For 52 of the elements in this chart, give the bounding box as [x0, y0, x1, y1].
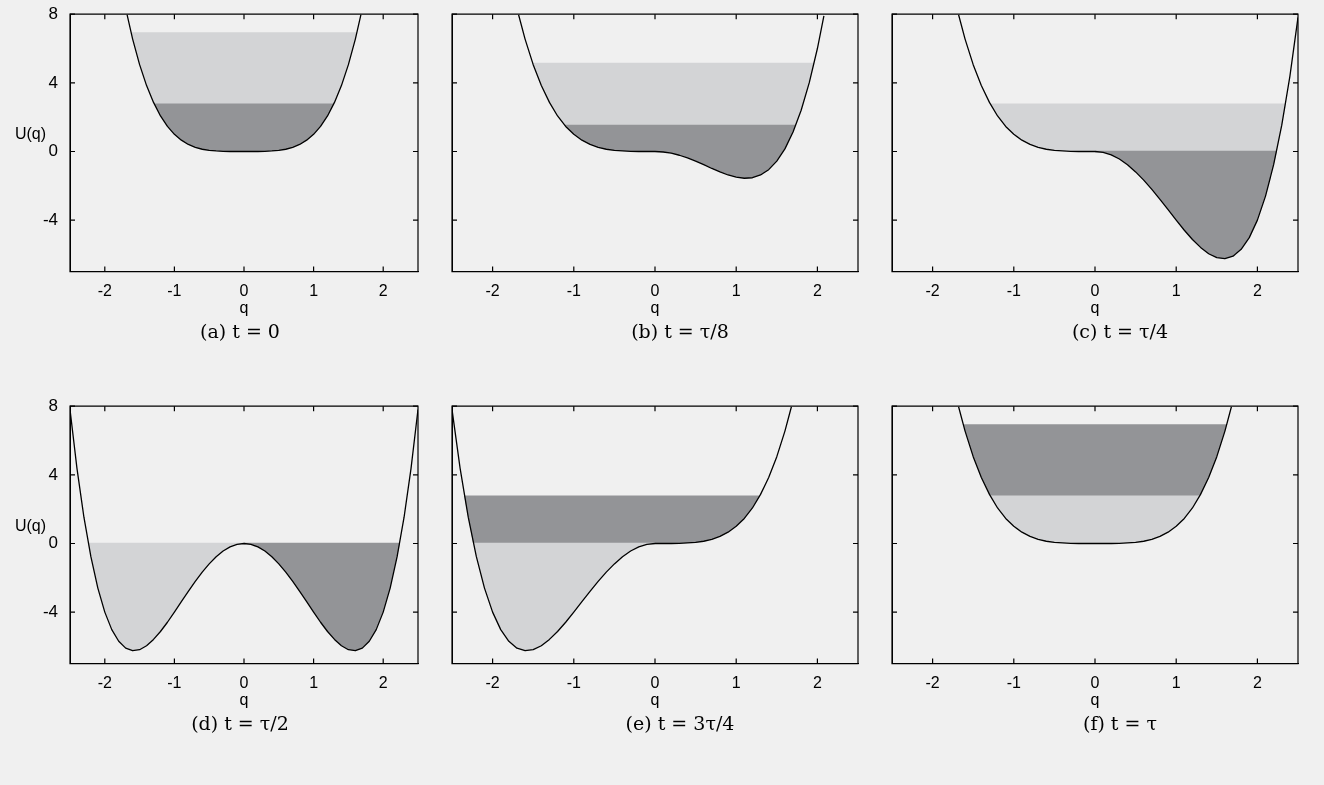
y-tick-label: -4 — [42, 601, 58, 621]
x-tick-label: 1 — [309, 673, 319, 691]
x-tick-label: 1 — [731, 281, 741, 299]
y-tick-label: 4 — [48, 72, 58, 92]
x-tick-label: 0 — [239, 673, 249, 691]
x-tick-label: 2 — [1252, 673, 1262, 691]
x-tick-label: 1 — [1171, 673, 1181, 691]
x-tick-label: -2 — [925, 281, 940, 299]
x-tick-label: -2 — [97, 281, 113, 299]
x-axis-title: q — [239, 298, 249, 316]
text: (e) t = 3τ/4 — [624, 712, 736, 734]
text: (c) t = τ/4 — [1070, 320, 1170, 342]
x-axis-title: q — [1090, 690, 1100, 708]
x-tick-label: -1 — [1006, 281, 1022, 299]
x-tick-label: 2 — [1252, 281, 1262, 299]
x-tick-label: -2 — [485, 673, 500, 691]
text: (a) t = 0 — [199, 320, 281, 342]
y-tick-label: 4 — [48, 464, 58, 484]
x-tick-label: 2 — [378, 281, 388, 299]
x-tick-label: 1 — [309, 281, 319, 299]
y-tick-label: 8 — [48, 395, 58, 415]
x-tick-label: -1 — [167, 281, 182, 299]
x-tick-label: 0 — [650, 281, 660, 299]
text: (d) t = τ/2 — [190, 712, 290, 734]
text: (f) t = τ — [1081, 712, 1158, 734]
x-tick-label: 2 — [812, 673, 822, 691]
y-axis-title: U(q) — [14, 125, 46, 143]
x-tick-label: 0 — [650, 673, 660, 691]
y-tick-label: 8 — [48, 3, 58, 23]
x-axis-title: q — [650, 298, 660, 316]
y-axis-title: U(q) — [14, 517, 46, 535]
x-tick-label: 1 — [1171, 281, 1181, 299]
x-axis-title: q — [239, 690, 249, 708]
x-tick-label: 0 — [239, 281, 249, 299]
x-tick-label: 1 — [731, 673, 741, 691]
x-tick-label: -1 — [167, 673, 182, 691]
x-tick-label: 2 — [812, 281, 822, 299]
y-tick-label: 0 — [48, 141, 58, 161]
y-tick-label: -4 — [42, 209, 58, 229]
x-tick-label: -2 — [485, 281, 500, 299]
x-tick-label: 0 — [1090, 673, 1100, 691]
y-tick-label: 0 — [48, 533, 58, 553]
x-tick-label: -1 — [566, 281, 582, 299]
x-tick-label: -2 — [925, 673, 940, 691]
text: (b) t = τ/8 — [630, 320, 730, 342]
x-axis-title: q — [1090, 298, 1100, 316]
x-tick-label: -1 — [566, 673, 582, 691]
x-tick-label: -1 — [1006, 673, 1022, 691]
x-tick-label: 2 — [378, 673, 388, 691]
x-tick-label: 0 — [1090, 281, 1100, 299]
x-axis-title: q — [650, 690, 660, 708]
x-tick-label: -2 — [97, 673, 113, 691]
